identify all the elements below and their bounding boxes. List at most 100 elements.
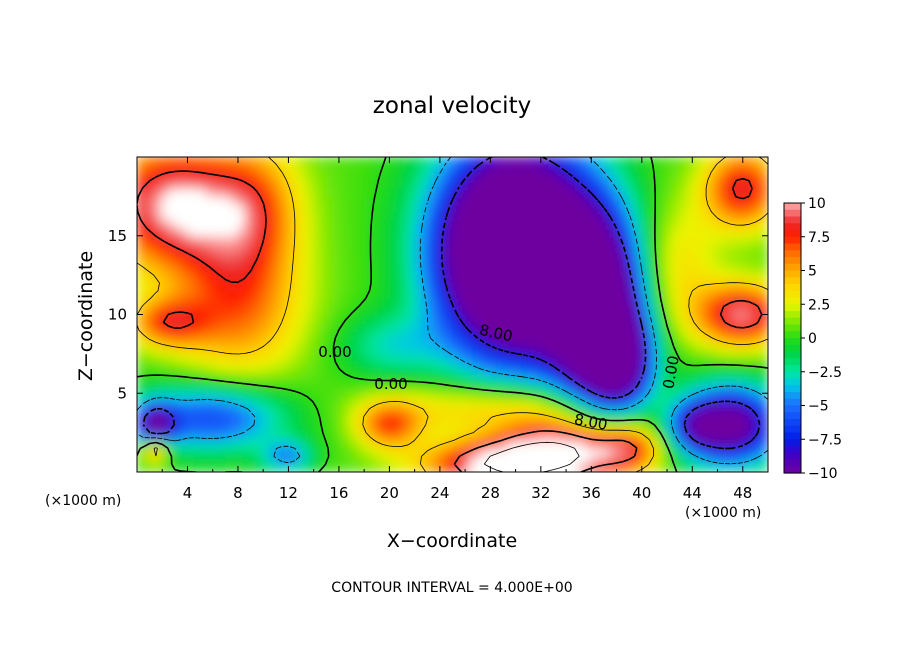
heat-cell	[653, 439, 662, 449]
heat-cell	[256, 203, 264, 213]
heat-cell	[761, 243, 768, 253]
heat-cell	[287, 180, 296, 190]
heat-cell	[294, 195, 302, 205]
heat-cell	[489, 250, 498, 260]
heat-cell	[723, 463, 731, 472]
heat-cell	[729, 447, 738, 457]
heat-cell	[672, 384, 681, 394]
heat-cell	[332, 337, 340, 347]
heat-cell	[268, 408, 277, 418]
heat-cell	[470, 298, 479, 308]
heat-cell	[697, 172, 706, 182]
heat-cell	[212, 353, 220, 363]
heat-cell	[212, 361, 220, 371]
heat-cell	[697, 353, 706, 363]
heat-cell	[489, 211, 498, 221]
heat-cell	[521, 157, 529, 166]
heat-cell	[382, 329, 390, 339]
heat-cell	[584, 243, 592, 253]
heat-cell	[697, 306, 706, 316]
heat-cell	[300, 258, 308, 268]
heat-cell	[294, 353, 302, 363]
heat-cell	[634, 345, 643, 355]
heat-cell	[161, 298, 170, 308]
heat-cell	[559, 424, 567, 434]
x-tick-label: 12	[279, 484, 298, 502]
heat-cell	[716, 227, 725, 237]
heat-cell	[432, 211, 441, 221]
heat-cell	[546, 211, 555, 221]
heat-cell	[622, 345, 630, 355]
heat-cell	[647, 345, 656, 355]
heat-cell	[369, 157, 378, 166]
heat-cell	[691, 337, 700, 347]
heat-cell	[628, 424, 637, 434]
heat-cell	[641, 313, 649, 323]
heat-cell	[186, 408, 195, 418]
heat-cell	[369, 321, 378, 331]
heat-cell	[483, 227, 491, 237]
heat-cell	[590, 376, 599, 386]
heat-cell	[249, 235, 258, 245]
heat-cell	[199, 432, 208, 442]
heat-cell	[149, 290, 157, 300]
heat-cell	[382, 298, 390, 308]
heat-cell	[167, 313, 176, 323]
heat-cell	[622, 227, 630, 237]
heat-cell	[672, 195, 681, 205]
heat-cell	[249, 376, 258, 386]
heat-cell	[559, 172, 567, 182]
heat-cell	[338, 180, 346, 190]
heat-cell	[748, 211, 756, 221]
heat-cell	[483, 235, 491, 245]
heat-cell	[754, 266, 763, 276]
heat-cell	[622, 463, 630, 472]
heat-cell	[641, 384, 649, 394]
heat-cell	[502, 408, 510, 418]
heat-cell	[597, 384, 605, 394]
heat-cell	[634, 400, 643, 410]
heat-cell	[691, 432, 700, 442]
heat-cell	[597, 290, 605, 300]
heat-cell	[287, 219, 296, 229]
heat-cell	[552, 219, 561, 229]
heat-cell	[540, 227, 548, 237]
heat-cell	[697, 258, 706, 268]
heat-cell	[224, 416, 233, 426]
heat-cell	[609, 329, 618, 339]
heat-cell	[357, 157, 365, 166]
heat-cell	[313, 195, 321, 205]
heat-cell	[155, 353, 163, 363]
heat-cell	[470, 361, 479, 371]
heat-cell	[407, 416, 416, 426]
colorbar-swatch	[784, 459, 801, 467]
heat-cell	[754, 187, 763, 197]
heat-cell	[742, 337, 750, 347]
heat-cell	[155, 211, 163, 221]
heat-cell	[388, 298, 397, 308]
heat-cell	[420, 258, 428, 268]
heat-cell	[180, 180, 189, 190]
heat-cell	[508, 298, 517, 308]
heat-cell	[533, 266, 542, 276]
heat-cell	[325, 243, 334, 253]
heat-cell	[414, 187, 422, 197]
heat-cell	[521, 282, 529, 292]
heat-cell	[300, 250, 308, 260]
heat-cell	[432, 258, 441, 268]
heat-cell	[420, 250, 428, 260]
heat-cell	[212, 408, 220, 418]
heat-cell	[205, 274, 214, 284]
heat-cell	[395, 400, 403, 410]
heat-cell	[167, 180, 176, 190]
heat-cell	[357, 274, 365, 284]
heat-cell	[565, 250, 573, 260]
heat-cell	[641, 400, 649, 410]
heat-cell	[407, 384, 416, 394]
heat-cell	[395, 172, 403, 182]
heat-cell	[710, 157, 719, 166]
heat-cell	[609, 369, 618, 379]
heat-cell	[313, 447, 321, 457]
heat-cell	[527, 306, 536, 316]
heat-cell	[401, 439, 409, 449]
